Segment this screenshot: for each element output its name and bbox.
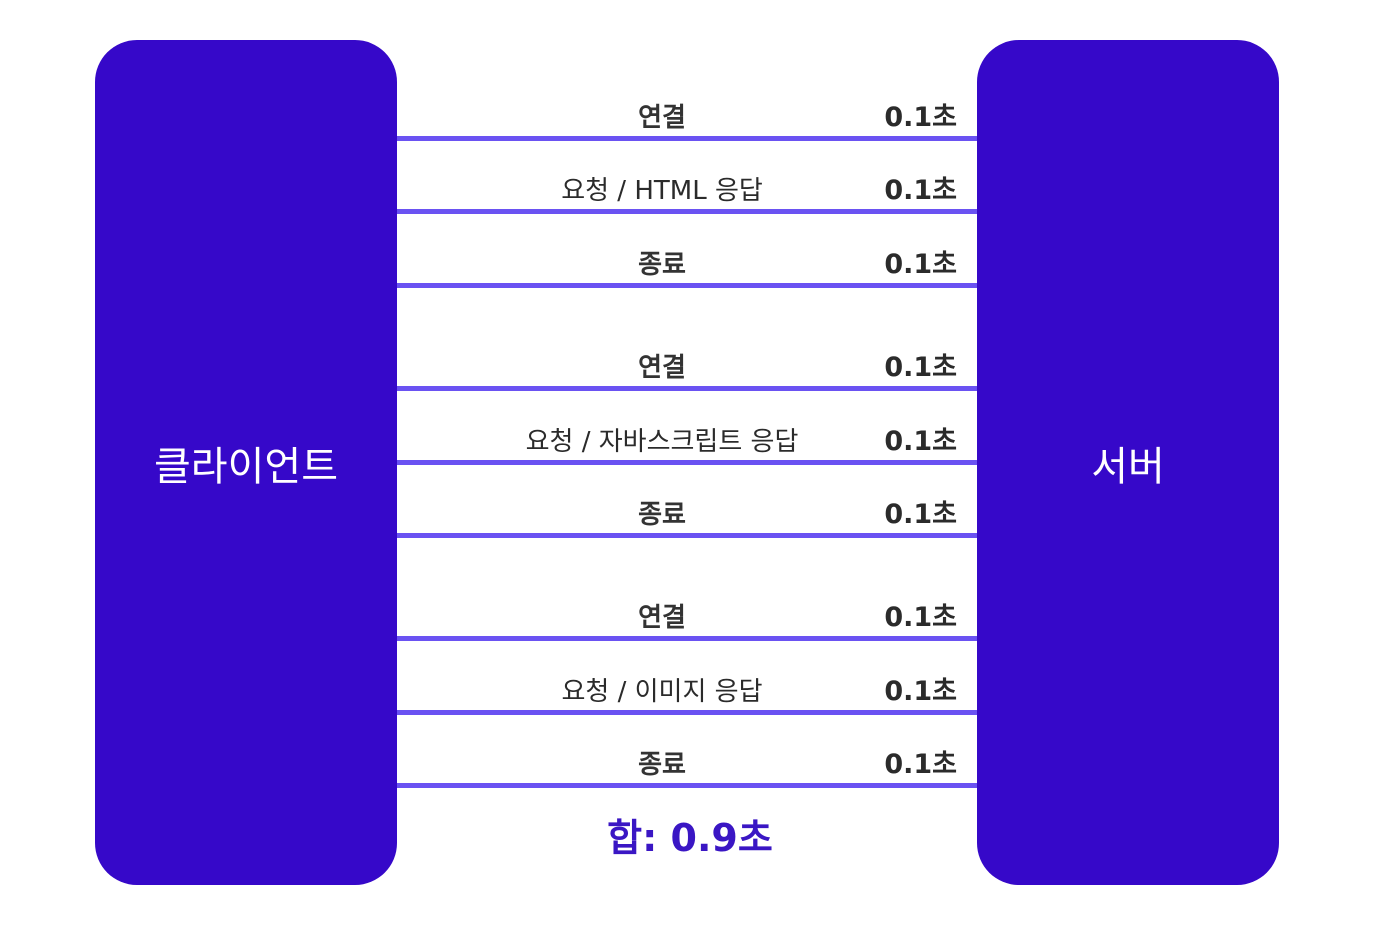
step-time: 0.1초 bbox=[884, 102, 957, 133]
server-box: 서버 bbox=[977, 40, 1279, 885]
step-close-3: 종료 0.1초 bbox=[397, 748, 977, 788]
step-time: 0.1초 bbox=[884, 175, 957, 206]
step-label: 요청 / 이미지 응답 bbox=[561, 677, 763, 707]
step-label: 요청 / 자바스크립트 응답 bbox=[525, 427, 799, 457]
connection-line bbox=[397, 783, 977, 788]
connection-line bbox=[397, 710, 977, 715]
step-time: 0.1초 bbox=[884, 352, 957, 383]
connection-line bbox=[397, 386, 977, 391]
total-time: 합: 0.9초 bbox=[607, 816, 773, 860]
connection-line bbox=[397, 636, 977, 641]
step-request-html: 요청 / HTML 응답 0.1초 bbox=[397, 174, 977, 214]
step-connect-3: 연결 0.1초 bbox=[397, 601, 977, 641]
step-time: 0.1초 bbox=[884, 249, 957, 280]
step-time: 0.1초 bbox=[884, 602, 957, 633]
step-time: 0.1초 bbox=[884, 499, 957, 530]
step-time: 0.1초 bbox=[884, 676, 957, 707]
step-close-2: 종료 0.1초 bbox=[397, 498, 977, 538]
connection-line bbox=[397, 283, 977, 288]
client-label: 클라이언트 bbox=[154, 443, 338, 490]
step-connect-2: 연결 0.1초 bbox=[397, 351, 977, 391]
step-label: 종료 bbox=[638, 250, 686, 280]
step-label: 요청 / HTML 응답 bbox=[561, 176, 763, 206]
connection-line bbox=[397, 136, 977, 141]
step-request-js: 요청 / 자바스크립트 응답 0.1초 bbox=[397, 425, 977, 465]
step-time: 0.1초 bbox=[884, 426, 957, 457]
connection-line bbox=[397, 533, 977, 538]
step-label: 종료 bbox=[638, 500, 686, 530]
step-label: 종료 bbox=[638, 750, 686, 780]
step-close-1: 종료 0.1초 bbox=[397, 248, 977, 288]
step-time: 0.1초 bbox=[884, 749, 957, 780]
server-label: 서버 bbox=[1091, 443, 1165, 490]
connection-line bbox=[397, 460, 977, 465]
step-connect-1: 연결 0.1초 bbox=[397, 101, 977, 141]
client-box: 클라이언트 bbox=[95, 40, 397, 885]
step-label: 연결 bbox=[638, 103, 686, 133]
step-label: 연결 bbox=[638, 603, 686, 633]
step-label: 연결 bbox=[638, 353, 686, 383]
connection-line bbox=[397, 209, 977, 214]
step-request-image: 요청 / 이미지 응답 0.1초 bbox=[397, 675, 977, 715]
